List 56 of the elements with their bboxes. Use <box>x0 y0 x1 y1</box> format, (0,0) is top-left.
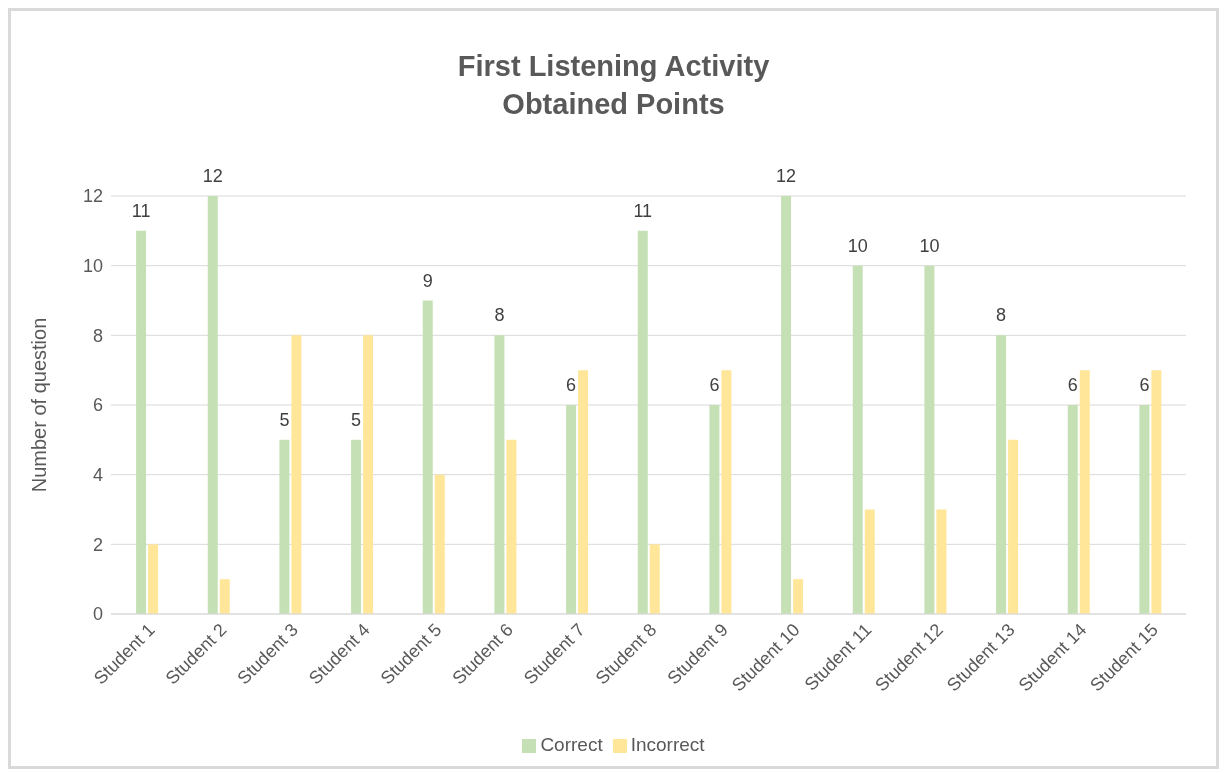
bar <box>936 509 947 614</box>
chart-title: First Listening Activity Obtained Points <box>456 49 771 122</box>
bar <box>291 335 302 614</box>
bar <box>363 335 374 614</box>
bar <box>1008 439 1019 614</box>
bar <box>709 405 720 614</box>
bar <box>207 196 218 614</box>
bar <box>136 230 147 614</box>
bar <box>996 335 1007 614</box>
bar <box>721 370 732 614</box>
y-tick-label: 10 <box>82 256 103 277</box>
bar <box>148 544 159 614</box>
bar <box>351 439 362 614</box>
legend-label: Incorrect <box>630 734 705 755</box>
data-label: 10 <box>919 235 940 256</box>
y-tick-label: 4 <box>92 465 103 486</box>
data-label: 5 <box>351 409 362 430</box>
bar <box>864 509 875 614</box>
data-label: 6 <box>709 375 720 395</box>
legend-label: Correct <box>540 734 603 755</box>
y-tick-label: 2 <box>92 534 103 555</box>
bar <box>781 196 792 614</box>
bar <box>1079 370 1090 614</box>
bar <box>1067 405 1078 614</box>
bar <box>494 335 505 614</box>
bar <box>852 265 863 614</box>
data-label: 8 <box>996 305 1007 326</box>
bar <box>279 439 290 614</box>
data-label: 6 <box>1139 375 1150 395</box>
y-tick-label: 8 <box>92 325 103 346</box>
data-label: 5 <box>279 409 290 430</box>
bar <box>793 579 804 614</box>
bar <box>422 300 433 614</box>
y-tick-label: 12 <box>82 186 103 207</box>
data-label: 9 <box>422 270 433 291</box>
bar <box>1139 405 1150 614</box>
bar <box>924 265 935 614</box>
data-label: 11 <box>633 200 653 221</box>
bar <box>434 474 445 614</box>
data-label: 12 <box>776 166 797 186</box>
bar <box>637 230 648 614</box>
data-label: 10 <box>847 235 868 256</box>
bar <box>219 579 230 614</box>
bar <box>506 439 517 614</box>
data-label: 11 <box>131 200 151 221</box>
bar <box>578 370 589 614</box>
bar <box>566 405 577 614</box>
data-label: 6 <box>1067 375 1078 395</box>
bar <box>1151 370 1162 614</box>
data-label: 12 <box>202 166 223 186</box>
y-axis-title: Number of question <box>28 317 51 493</box>
data-label: 8 <box>494 305 505 326</box>
bar <box>649 544 660 614</box>
y-tick-label: 0 <box>92 604 103 625</box>
data-label: 6 <box>566 375 577 395</box>
y-tick-label: 6 <box>92 395 103 416</box>
